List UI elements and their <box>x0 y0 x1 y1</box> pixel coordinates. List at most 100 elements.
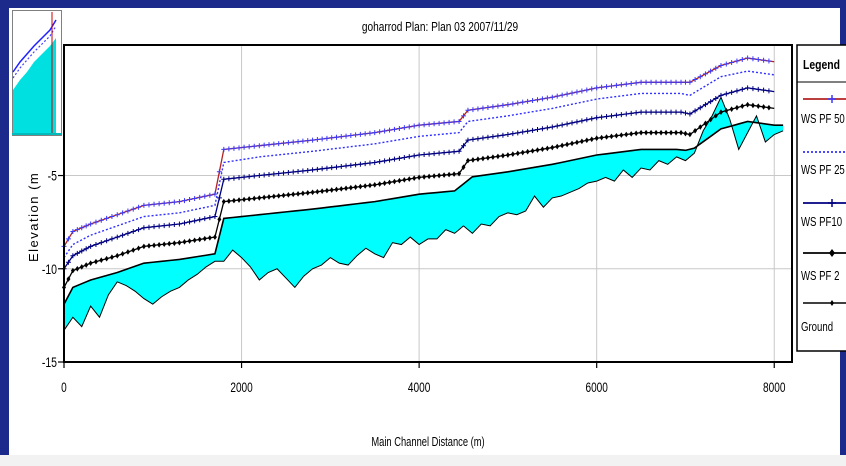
series-line-ground <box>63 95 784 331</box>
series-marker-0 <box>324 135 330 141</box>
series-marker-0 <box>83 223 89 229</box>
series-marker-2 <box>421 152 427 158</box>
series-marker-0 <box>231 145 237 151</box>
series-marker-3 <box>734 104 739 111</box>
series-marker-2 <box>643 109 649 115</box>
series-marker-3 <box>475 156 480 163</box>
series-marker-3 <box>465 157 470 164</box>
series-marker-3 <box>286 192 291 198</box>
series-marker-2 <box>465 137 471 143</box>
series-marker-3 <box>530 148 535 154</box>
series-marker-3 <box>93 258 98 265</box>
series-marker-3 <box>247 196 252 202</box>
series-marker-2 <box>648 109 654 115</box>
series-marker-2 <box>367 160 373 166</box>
series-marker-2 <box>739 86 745 92</box>
series-marker-0 <box>197 194 203 200</box>
series-marker-2 <box>329 165 335 171</box>
series-marker-3 <box>427 173 432 180</box>
series-marker-0 <box>708 68 714 74</box>
series-line-1 <box>63 70 775 258</box>
series-marker-2 <box>729 89 735 95</box>
series-marker-2 <box>197 217 203 223</box>
series-marker-0 <box>682 79 688 85</box>
series-marker-2 <box>377 159 383 165</box>
series-marker-2 <box>505 132 511 138</box>
series-marker-2 <box>461 143 467 149</box>
y-tick-label-2: -5 <box>48 168 57 184</box>
x-tick-label-0: 0 <box>61 379 67 395</box>
series-marker-2 <box>246 174 252 180</box>
series-marker-0 <box>739 57 745 63</box>
series-marker-3 <box>619 132 624 138</box>
series-marker-2 <box>156 223 162 229</box>
series-marker-0 <box>333 134 339 140</box>
series-marker-0 <box>628 81 634 87</box>
series-marker-0 <box>98 217 104 223</box>
series-marker-2 <box>171 222 177 228</box>
thumbnail-ws-line-2 <box>12 25 57 79</box>
ground-fill <box>63 95 784 331</box>
series-marker-0 <box>120 210 126 216</box>
series-marker-0 <box>495 103 501 109</box>
series-marker-0 <box>734 58 740 64</box>
overview-thumbnail[interactable] <box>12 10 62 136</box>
series-marker-0 <box>416 122 422 128</box>
series-marker-2 <box>401 155 407 161</box>
series-marker-2 <box>251 173 257 179</box>
series-marker-2 <box>584 117 590 123</box>
series-marker-2 <box>451 149 457 155</box>
series-marker-2 <box>276 170 282 176</box>
series-marker-0 <box>166 200 172 206</box>
series-marker-3 <box>217 216 222 223</box>
series-marker-2 <box>490 134 496 140</box>
series-marker-2 <box>333 164 339 170</box>
series-marker-0 <box>226 146 232 152</box>
series-marker-0 <box>687 79 693 85</box>
y-tick-label-0: -15 <box>42 355 57 371</box>
series-marker-3 <box>417 174 422 181</box>
series-marker-2 <box>387 157 393 163</box>
series-marker-0 <box>310 137 316 143</box>
series-marker-3 <box>305 190 310 196</box>
series-marker-2 <box>485 134 491 140</box>
series-marker-3 <box>718 109 723 115</box>
series-marker-3 <box>104 255 109 262</box>
series-marker-0 <box>470 107 476 113</box>
series-marker-3 <box>555 143 560 150</box>
series-marker-2 <box>362 161 368 167</box>
series-marker-2 <box>343 163 349 169</box>
legend-marker-2 <box>828 199 836 207</box>
series-marker-3 <box>679 129 684 136</box>
series-marker-2 <box>266 172 272 178</box>
y-tick-label-1: -10 <box>42 261 57 277</box>
legend-title: Legend <box>803 58 840 72</box>
series-marker-0 <box>93 219 99 225</box>
channel-bank-line <box>63 120 784 305</box>
series-marker-2 <box>723 91 729 97</box>
series-marker-0 <box>362 131 368 137</box>
series-marker-3 <box>659 129 664 136</box>
series-marker-3 <box>125 249 130 255</box>
series-marker-0 <box>574 89 580 95</box>
series-marker-0 <box>271 141 277 147</box>
series-marker-0 <box>584 87 590 93</box>
series-marker-2 <box>136 227 142 233</box>
series-marker-2 <box>79 248 85 254</box>
series-marker-3 <box>756 103 761 109</box>
series-marker-2 <box>718 92 724 98</box>
series-marker-3 <box>372 182 377 188</box>
series-marker-3 <box>550 144 555 151</box>
chart-title: goharrod Plan: Plan 03 2007/11/29 <box>362 20 518 34</box>
series-marker-3 <box>84 262 89 268</box>
series-marker-3 <box>574 139 579 146</box>
series-marker-2 <box>207 215 213 221</box>
series-marker-3 <box>115 252 120 259</box>
series-marker-3 <box>382 180 387 186</box>
series-marker-0 <box>623 81 629 87</box>
series-marker-3 <box>724 107 729 114</box>
series-marker-2 <box>618 112 624 118</box>
series-marker-0 <box>343 133 349 139</box>
series-marker-0 <box>544 95 550 101</box>
